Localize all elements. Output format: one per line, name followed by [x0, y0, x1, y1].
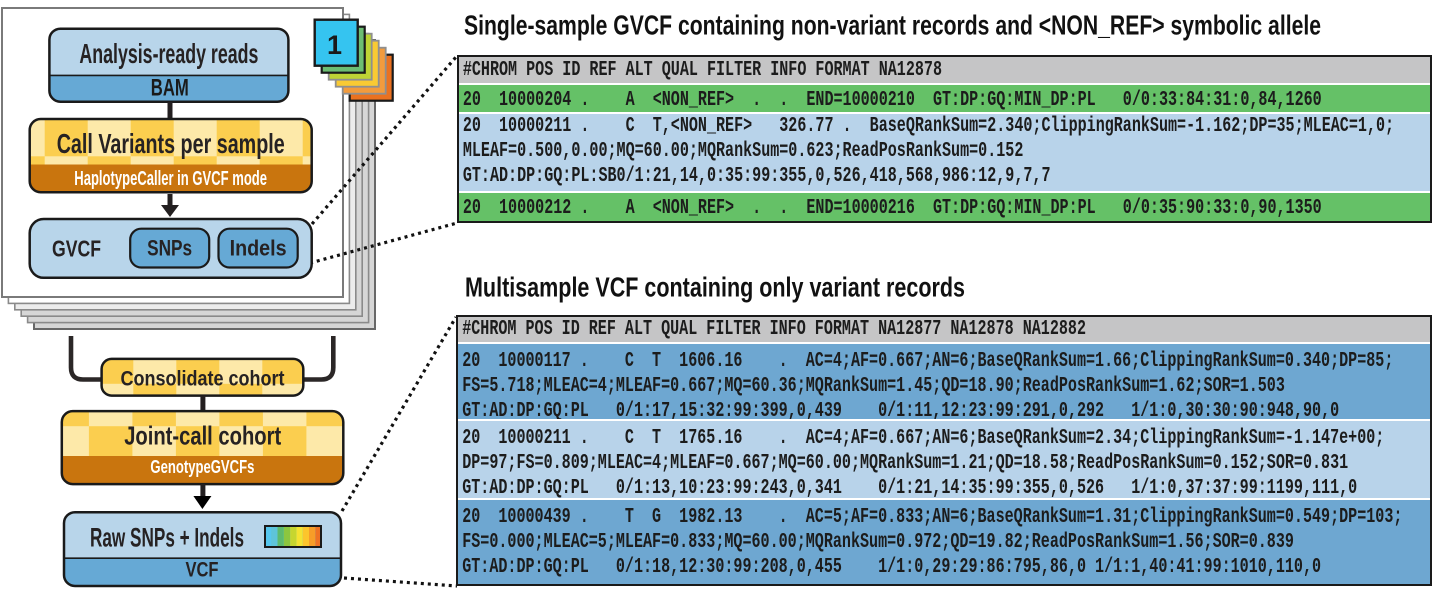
svg-text:VCF: VCF	[186, 558, 219, 582]
svg-text:Consolidate cohort: Consolidate cohort	[121, 367, 285, 391]
svg-text:Joint-call cohort: Joint-call cohort	[124, 421, 281, 451]
svg-text:Single-sample GVCF containing: Single-sample GVCF containing non-varian…	[464, 10, 1321, 41]
svg-text:Call Variants per sample: Call Variants per sample	[57, 128, 285, 159]
svg-text:Multisample VCF containing onl: Multisample VCF containing only variant …	[465, 272, 965, 303]
svg-text:Raw SNPs + Indels: Raw SNPs + Indels	[90, 523, 244, 553]
svg-text:Analysis-ready reads: Analysis-ready reads	[79, 38, 258, 69]
svg-text:SNPs: SNPs	[147, 236, 192, 261]
svg-text:Indels: Indels	[230, 236, 287, 261]
svg-text:BAM: BAM	[151, 75, 189, 102]
svg-text:GenotypeGVCFs: GenotypeGVCFs	[150, 456, 254, 477]
svg-text:HaplotypeCaller in GVCF mode: HaplotypeCaller in GVCF mode	[74, 168, 267, 190]
svg-text:1: 1	[327, 30, 342, 60]
svg-text:GVCF: GVCF	[52, 236, 101, 262]
